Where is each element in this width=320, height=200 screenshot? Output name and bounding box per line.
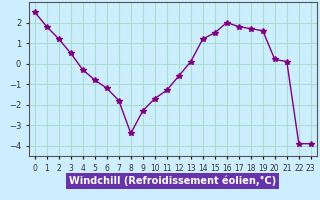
X-axis label: Windchill (Refroidissement éolien,°C): Windchill (Refroidissement éolien,°C) bbox=[69, 175, 276, 186]
